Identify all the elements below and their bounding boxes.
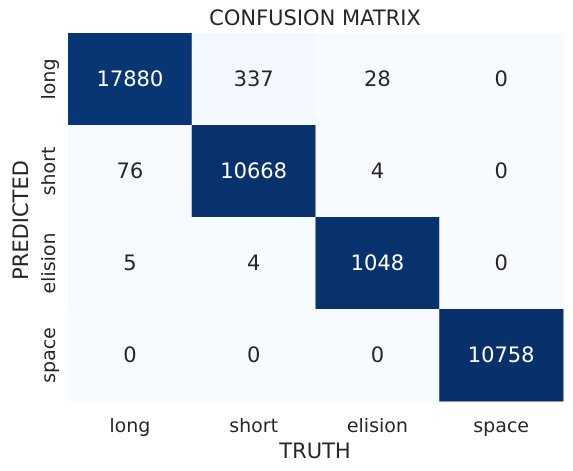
heatmap-cell-0-0: [68, 33, 193, 126]
heatmap-cell-3-0: [68, 309, 193, 402]
y-tick-label-short: short: [38, 147, 60, 196]
heatmap-cell-3-1: [191, 309, 316, 402]
chart-title: CONFUSION MATRIX: [209, 6, 421, 30]
x-tick-label-elision: elision: [347, 415, 408, 437]
cell-value-label-2-1: 4: [247, 251, 260, 275]
y-tick-label-elision: elision: [38, 232, 60, 293]
heatmap-cell-1-1: [191, 125, 316, 218]
heatmap-cell-1-2: [315, 125, 440, 218]
cell-value-label-3-2: 0: [371, 343, 384, 367]
heatmap-cell-0-2: [315, 33, 440, 126]
cell-value-label-0-1: 337: [234, 67, 274, 91]
heatmap-cell-3-3: [439, 309, 564, 402]
cell-value-label-0-0: 17880: [96, 67, 163, 91]
heatmap-cell-0-1: [191, 33, 316, 126]
cell-value-label-2-0: 5: [123, 251, 136, 275]
y-tick-label-space: space: [38, 327, 60, 383]
heatmap-cell-2-3: [439, 217, 564, 310]
cell-value-label-0-2: 28: [364, 67, 391, 91]
heatmap-cell-3-2: [315, 309, 440, 402]
cell-value-label-3-0: 0: [123, 343, 136, 367]
cell-value-label-1-0: 76: [117, 159, 144, 183]
x-axis-tick-labels: long short elision space: [109, 415, 529, 437]
cell-value-label-1-1: 10668: [220, 159, 287, 183]
heatmap-cells: 17880 337 28 0 76 10668 4 0 5 4 1048 0 0 0 0 10758: [68, 33, 564, 402]
cell-value-label-1-2: 4: [371, 159, 384, 183]
cell-value-label-3-1: 0: [247, 343, 260, 367]
cell-value-label-3-3: 10758: [468, 343, 535, 367]
heatmap-cell-2-2: [315, 217, 440, 310]
heatmap-cell-2-0: [68, 217, 193, 310]
heatmap-cell-1-3: [439, 125, 564, 218]
x-tick-label-long: long: [109, 415, 150, 437]
heatmap-cell-0-3: [439, 33, 564, 126]
cell-value-label-0-3: 0: [494, 67, 507, 91]
x-tick-label-space: space: [473, 415, 529, 437]
heatmap-cell-2-1: [191, 217, 316, 310]
cell-value-label-2-2: 1048: [351, 251, 404, 275]
y-axis-tick-labels: long short elision space: [38, 58, 60, 382]
cell-value-label-1-3: 0: [494, 159, 507, 183]
x-axis-label: TRUTH: [278, 439, 350, 463]
x-tick-label-short: short: [229, 415, 278, 437]
y-axis-label: PREDICTED: [9, 160, 33, 280]
cell-value-label-2-3: 0: [494, 251, 507, 275]
heatmap-cell-1-0: [68, 125, 193, 218]
y-tick-label-long: long: [38, 58, 60, 99]
